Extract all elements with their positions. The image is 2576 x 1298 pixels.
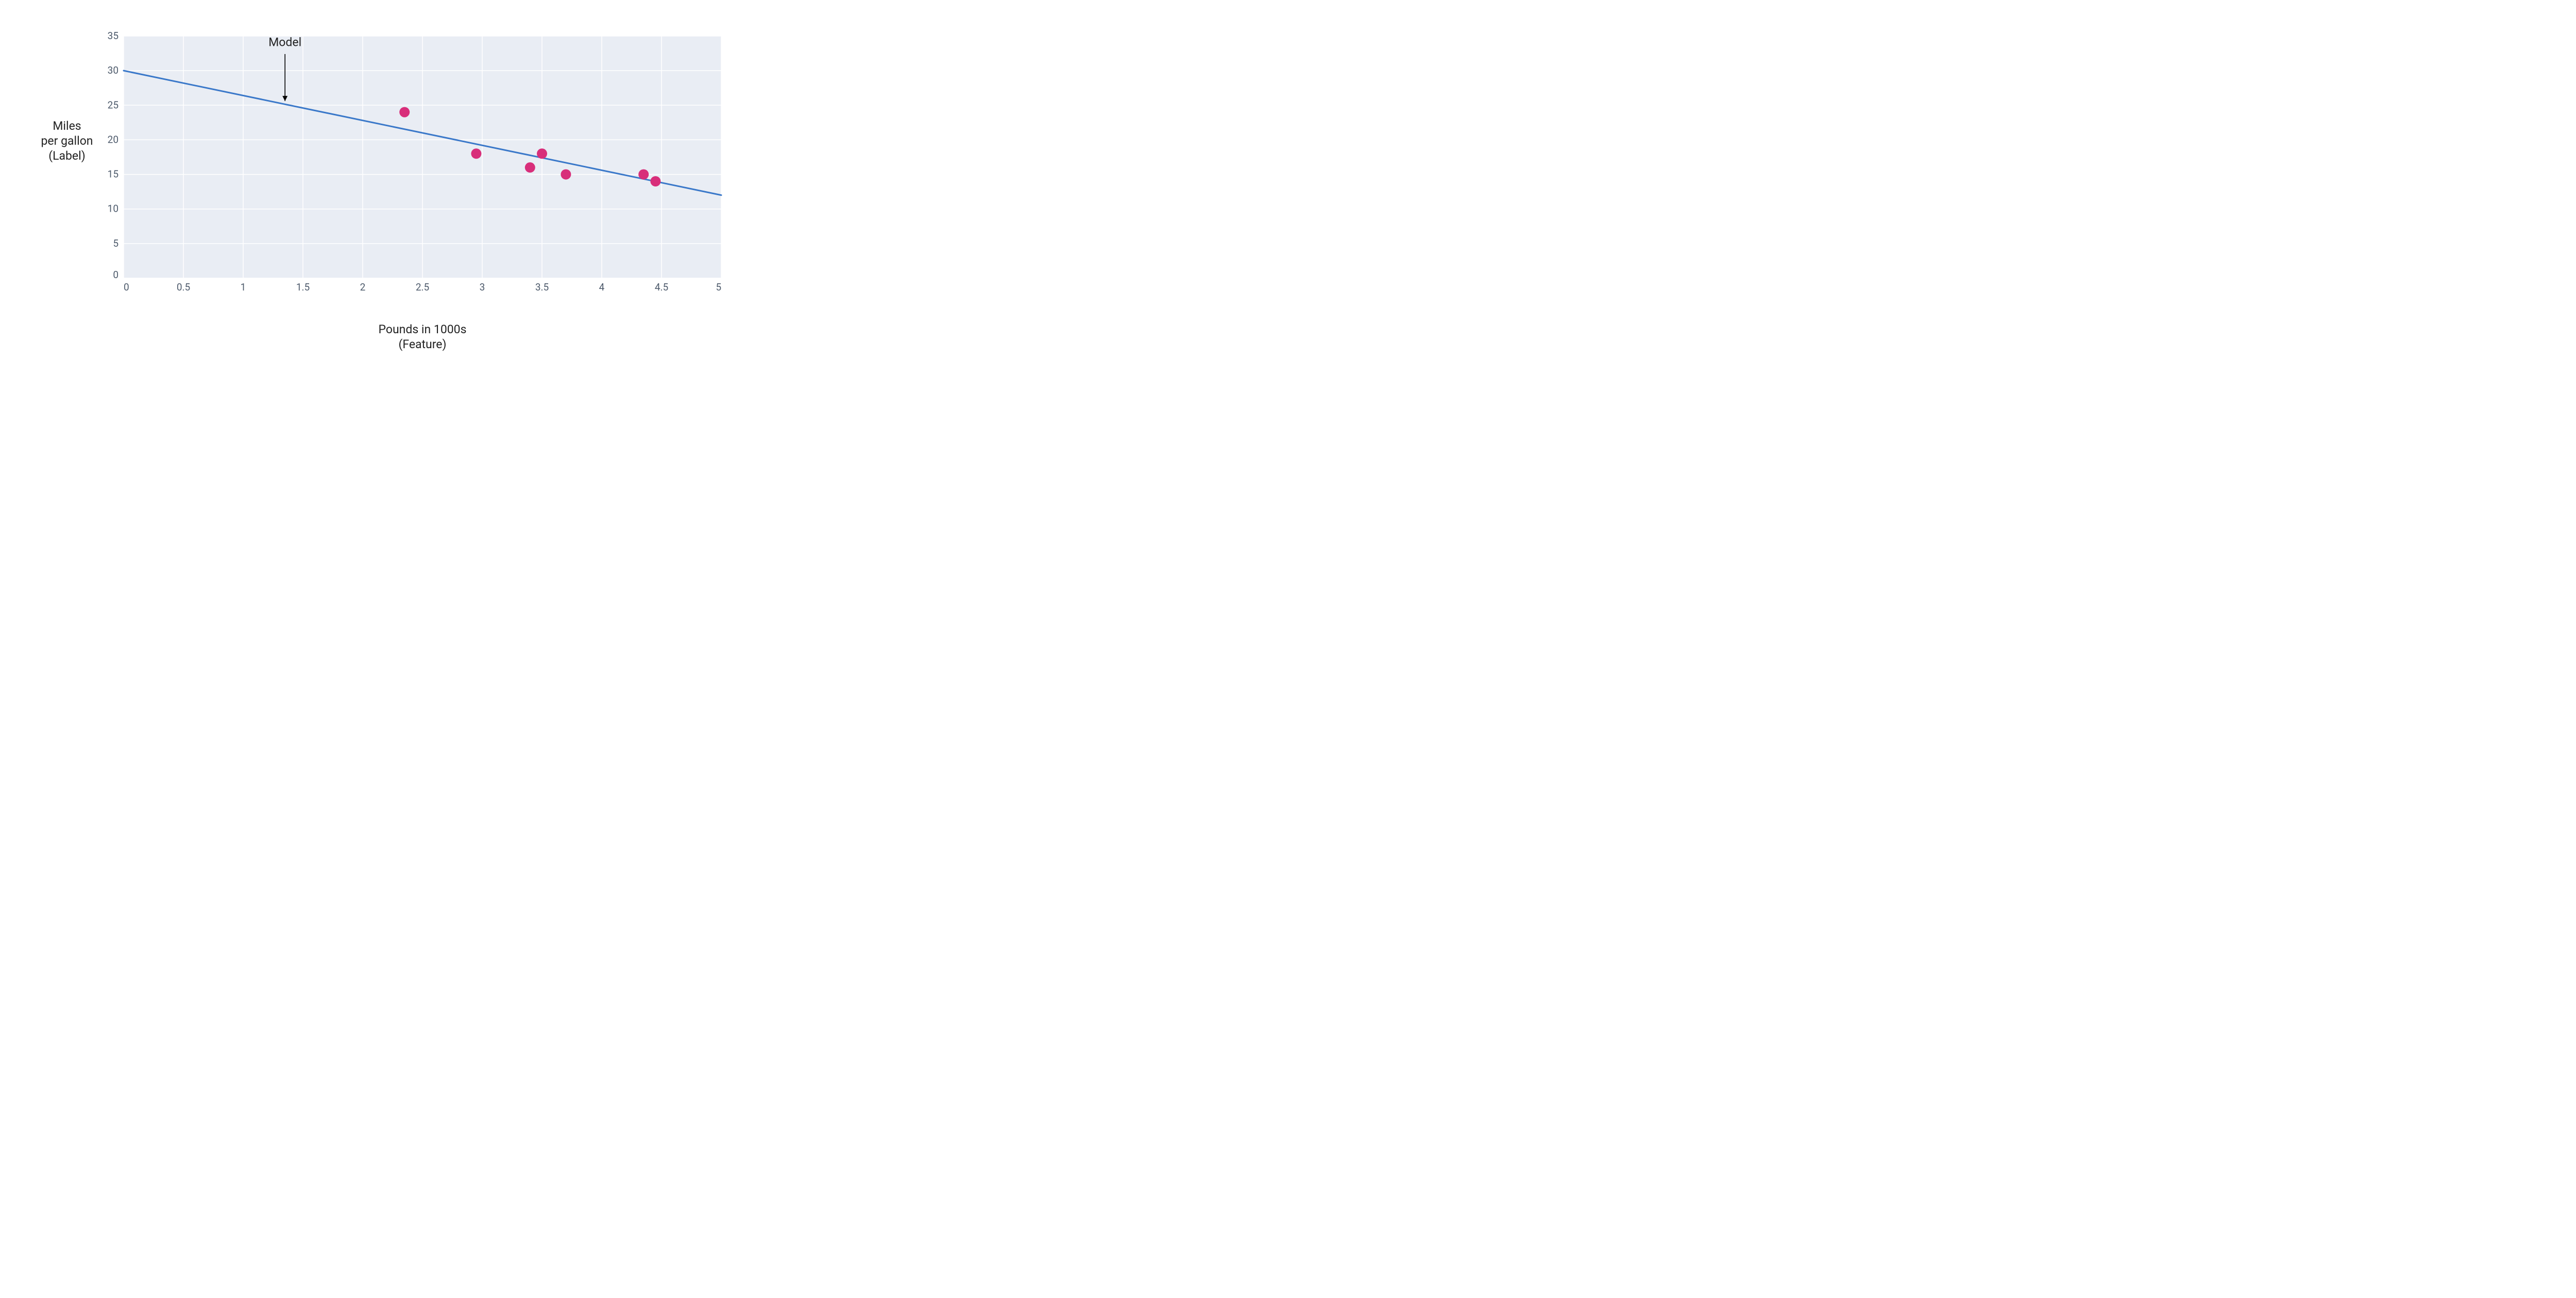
x-tick-label: 4 bbox=[599, 281, 605, 293]
scatter-line-chart: 00.511.522.533.544.5505101520253035Model bbox=[21, 31, 742, 319]
y-tick-label: 15 bbox=[108, 168, 118, 180]
data-point bbox=[525, 162, 535, 173]
model-annotation-label: Model bbox=[268, 35, 301, 49]
y-tick-label: 0 bbox=[113, 269, 118, 281]
x-tick-label: 5 bbox=[716, 281, 721, 293]
y-tick-label: 35 bbox=[108, 31, 118, 42]
x-axis-label-line2: (Feature) bbox=[398, 337, 446, 351]
y-axis-label-line1: Miles bbox=[53, 119, 81, 133]
x-tick-label: 0 bbox=[124, 281, 129, 293]
chart-container: Miles per gallon (Label) 0 0.5 1 1.5 2 2.5 3 3.… bbox=[0, 0, 790, 373]
x-tick-label: 2 bbox=[360, 281, 366, 293]
data-point bbox=[399, 107, 410, 117]
data-point bbox=[537, 148, 547, 159]
y-axis-label-line3: (Label) bbox=[48, 149, 85, 163]
y-tick-label: 5 bbox=[113, 237, 118, 249]
x-axis-label: Pounds in 1000s (Feature) bbox=[124, 322, 721, 352]
x-tick-label: 3.5 bbox=[535, 281, 549, 293]
y-axis-label: Miles per gallon (Label) bbox=[21, 119, 113, 163]
x-tick-label: 0.5 bbox=[177, 281, 190, 293]
data-point bbox=[561, 169, 571, 180]
data-point bbox=[471, 148, 481, 159]
y-tick-label: 10 bbox=[108, 203, 118, 215]
x-tick-label: 1 bbox=[241, 281, 246, 293]
y-tick-label: 25 bbox=[108, 99, 118, 111]
y-tick-label: 30 bbox=[108, 64, 118, 76]
data-point bbox=[638, 169, 649, 180]
x-tick-label: 2.5 bbox=[416, 281, 429, 293]
x-tick-label: 4.5 bbox=[655, 281, 668, 293]
x-axis-label-line1: Pounds in 1000s bbox=[379, 322, 467, 336]
x-tick-label: 3 bbox=[480, 281, 485, 293]
data-point bbox=[650, 176, 660, 186]
y-axis-label-line2: per gallon bbox=[41, 134, 93, 148]
x-tick-label: 1.5 bbox=[296, 281, 310, 293]
